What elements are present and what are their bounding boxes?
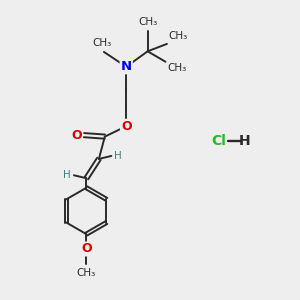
Text: N: N [121, 60, 132, 73]
Text: H: H [239, 134, 250, 148]
Text: Cl: Cl [211, 134, 226, 148]
Text: CH₃: CH₃ [167, 63, 186, 73]
Text: H: H [114, 151, 122, 161]
Text: CH₃: CH₃ [77, 268, 96, 278]
Text: O: O [121, 120, 131, 133]
Text: CH₃: CH₃ [138, 17, 157, 27]
Text: O: O [81, 242, 92, 256]
Text: O: O [71, 129, 82, 142]
Text: CH₃: CH₃ [168, 31, 188, 41]
Text: CH₃: CH₃ [93, 38, 112, 48]
Text: H: H [63, 170, 71, 180]
